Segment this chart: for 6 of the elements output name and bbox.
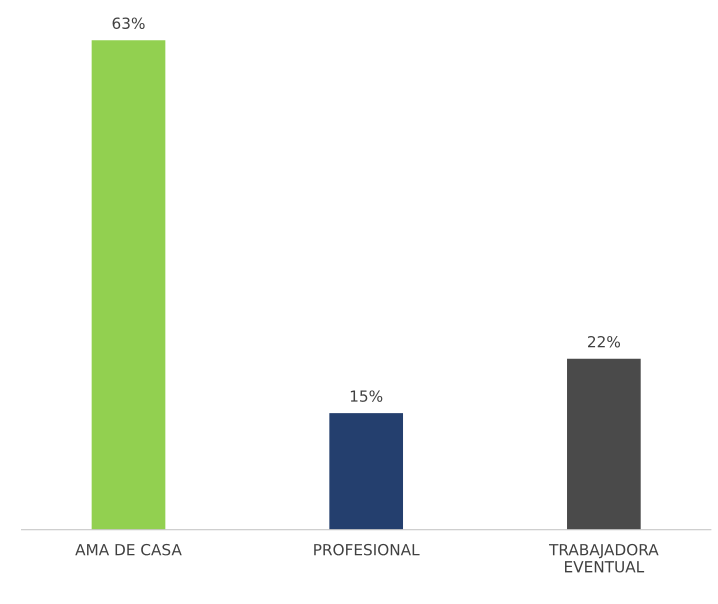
data-label: 63% [112, 17, 145, 30]
data-label: 22% [588, 336, 620, 348]
data-label: 15% [350, 390, 382, 402]
x-tick-label: TRABAJADORA EVENTUAL [548, 544, 659, 573]
x-tick-label: PROFESIONAL [314, 544, 420, 556]
x-tick-label: AMA DE CASA [75, 544, 182, 556]
